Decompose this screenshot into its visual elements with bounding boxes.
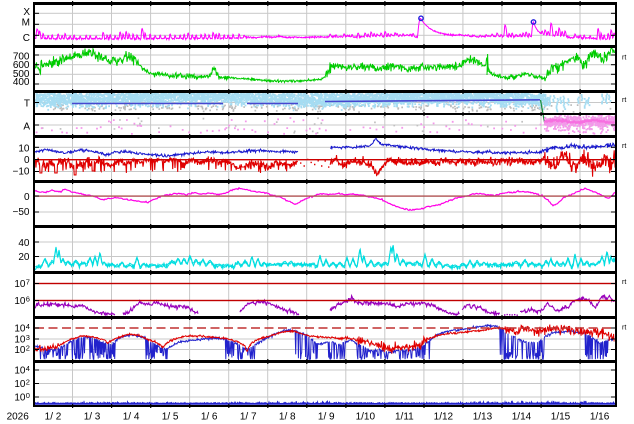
svg-text:10: 10 [14, 366, 26, 377]
svg-text:rt: rt [622, 325, 626, 332]
svg-text:10: 10 [18, 144, 30, 155]
svg-text:1/ 9: 1/ 9 [318, 412, 335, 423]
svg-text:rt: rt [622, 143, 626, 150]
svg-text:2: 2 [26, 343, 30, 352]
svg-text:1/15: 1/15 [551, 412, 571, 423]
svg-text:10: 10 [14, 324, 26, 335]
svg-text:6: 6 [26, 294, 30, 303]
svg-text:600: 600 [13, 60, 30, 71]
svg-text:−10: −10 [13, 167, 30, 178]
svg-text:40: 40 [18, 238, 30, 249]
svg-text:10: 10 [14, 379, 26, 390]
svg-text:10: 10 [14, 345, 26, 356]
svg-text:400: 400 [13, 77, 30, 88]
svg-text:2: 2 [26, 377, 30, 386]
svg-text:1/ 8: 1/ 8 [279, 412, 296, 423]
svg-text:M: M [22, 18, 30, 29]
svg-text:1/11: 1/11 [395, 412, 414, 423]
svg-text:10: 10 [14, 296, 26, 307]
svg-text:1/ 6: 1/ 6 [201, 412, 218, 423]
svg-text:−50: −50 [13, 207, 30, 218]
svg-text:10: 10 [14, 335, 26, 346]
svg-text:1/13: 1/13 [473, 412, 493, 423]
svg-text:1/ 4: 1/ 4 [123, 412, 140, 423]
svg-text:rt: rt [622, 97, 626, 104]
svg-text:T: T [24, 98, 30, 109]
svg-text:3: 3 [26, 333, 30, 342]
svg-text:7: 7 [26, 277, 30, 286]
svg-text:rt: rt [622, 55, 626, 62]
svg-text:0: 0 [24, 192, 30, 203]
svg-text:rt: rt [622, 279, 626, 286]
svg-text:X: X [23, 7, 30, 18]
svg-text:1/12: 1/12 [434, 412, 454, 423]
svg-text:C: C [23, 33, 30, 44]
svg-text:4: 4 [26, 322, 30, 331]
svg-text:0: 0 [24, 155, 30, 166]
svg-text:1/ 2: 1/ 2 [45, 412, 62, 423]
svg-text:1/16: 1/16 [590, 412, 610, 423]
svg-text:500: 500 [13, 69, 30, 80]
svg-text:1/ 3: 1/ 3 [84, 412, 101, 423]
svg-text:1/10: 1/10 [356, 412, 376, 423]
svg-text:1/14: 1/14 [512, 412, 532, 423]
svg-text:700: 700 [13, 52, 30, 63]
svg-text:10: 10 [14, 393, 26, 404]
svg-text:A: A [23, 122, 30, 133]
svg-text:4: 4 [26, 364, 30, 373]
svg-text:10: 10 [14, 279, 26, 290]
svg-text:0: 0 [26, 391, 30, 400]
svg-text:1/ 7: 1/ 7 [240, 412, 257, 423]
svg-text:20: 20 [18, 252, 30, 263]
svg-text:2026: 2026 [7, 412, 30, 423]
svg-text:1/ 5: 1/ 5 [162, 412, 179, 423]
